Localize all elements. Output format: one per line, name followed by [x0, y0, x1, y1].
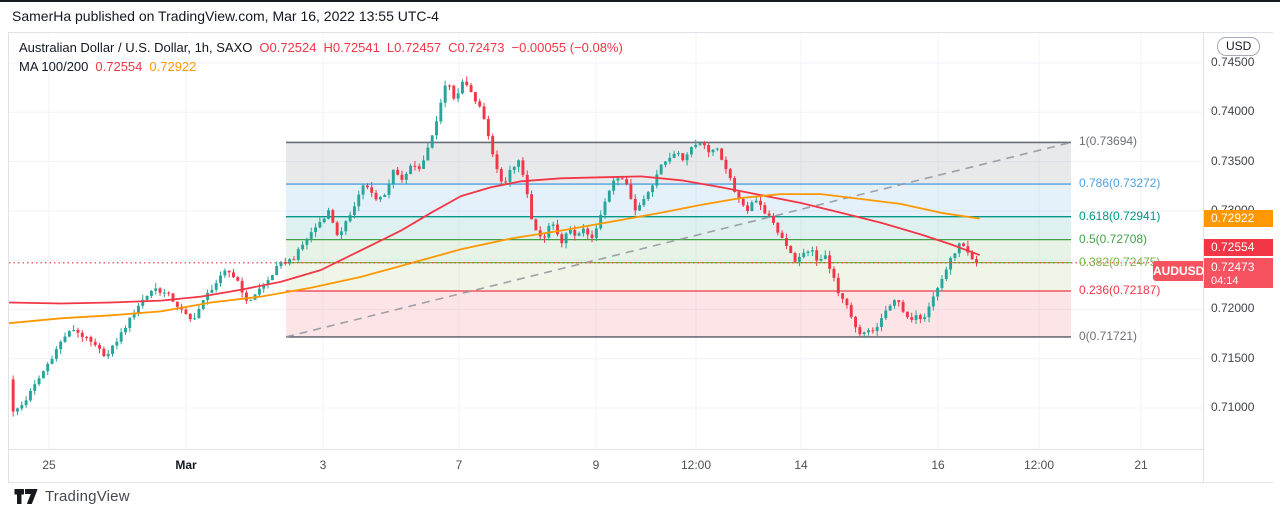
fib-level-label-0.786: 0.786(0.73272): [1079, 176, 1161, 191]
time-tick-7: 7: [455, 458, 463, 472]
symbol-price-tag: AUDUSD: [1153, 260, 1204, 281]
time-tick-12:00: 12:00: [1023, 458, 1055, 472]
last-price-value: 0.72473: [1211, 259, 1255, 274]
legend-low: L0.72457: [386, 40, 442, 55]
fib-level-label-1: 1(0.73694): [1079, 134, 1138, 149]
time-tick-14: 14: [794, 458, 808, 472]
time-tick-9: 9: [592, 458, 600, 472]
attribution-text: SamerHa published on TradingView.com, Ma…: [12, 8, 439, 24]
time-tick-3: 3: [319, 458, 327, 472]
candlestick-chart[interactable]: [9, 33, 1203, 449]
fib-level-label-0.5: 0.5(0.72708): [1079, 231, 1148, 246]
price-tick-0.71500: 0.71500: [1211, 350, 1255, 365]
fib-level-label-0.382: 0.382(0.72475): [1079, 254, 1161, 269]
last-price-label: 0.72473 04:14: [1204, 257, 1273, 288]
legend-high: H0.72541: [323, 40, 380, 55]
price-axis[interactable]: USD 0.745000.740000.735000.730000.720000…: [1203, 33, 1273, 482]
ma200-value: 0.72922: [149, 59, 197, 74]
ma100-price-label: 0.72554: [1204, 238, 1273, 256]
price-tick-0.71000: 0.71000: [1211, 399, 1255, 414]
time-tick-Mar: Mar: [175, 458, 197, 472]
time-axis[interactable]: 25 Mar 3 7 9 12:00 14 16 12:00 21: [9, 450, 1203, 482]
legend-close: C0.72473: [448, 40, 505, 55]
fib-level-label-0.236: 0.236(0.72187): [1079, 282, 1161, 297]
chart-legend: Australian Dollar / U.S. Dollar, 1h, SAX…: [19, 38, 630, 76]
symbol-legend-row[interactable]: Australian Dollar / U.S. Dollar, 1h, SAX…: [19, 38, 630, 57]
tradingview-logo[interactable]: TradingView: [14, 488, 130, 505]
chart-pane[interactable]: Australian Dollar / U.S. Dollar, 1h, SAX…: [9, 33, 1204, 449]
ma200-price-label: 0.72922: [1204, 209, 1273, 227]
price-tick-0.72000: 0.72000: [1211, 301, 1255, 316]
time-axis-separator: [9, 449, 1272, 450]
legend-open: O0.72524: [259, 40, 317, 55]
price-tick-0.73500: 0.73500: [1211, 153, 1255, 168]
currency-button[interactable]: USD: [1217, 37, 1261, 56]
legend-change: −0.00055 (−0.08%): [511, 40, 623, 55]
bar-countdown: 04:14: [1211, 274, 1239, 287]
ma-label: MA 100/200: [19, 59, 89, 74]
ma-legend-row[interactable]: MA 100/200 0.72554 0.72922: [19, 57, 630, 76]
price-tick-0.74500: 0.74500: [1211, 55, 1255, 69]
tradingview-logo-icon: [14, 489, 38, 504]
tradingview-logo-text: TradingView: [45, 488, 130, 505]
time-tick-16: 16: [931, 458, 945, 472]
price-tick-0.74000: 0.74000: [1211, 104, 1255, 119]
chart-card: Australian Dollar / U.S. Dollar, 1h, SAX…: [8, 32, 1273, 483]
ma100-value: 0.72554: [95, 59, 143, 74]
symbol-title[interactable]: Australian Dollar / U.S. Dollar, 1h, SAX…: [19, 40, 253, 55]
time-tick-12:00: 12:00: [680, 458, 712, 472]
fib-level-label-0.618: 0.618(0.72941): [1079, 208, 1161, 223]
time-tick-21: 21: [1134, 458, 1148, 472]
time-tick-25: 25: [42, 458, 56, 472]
fib-level-label-0: 0(0.71721): [1079, 328, 1138, 343]
